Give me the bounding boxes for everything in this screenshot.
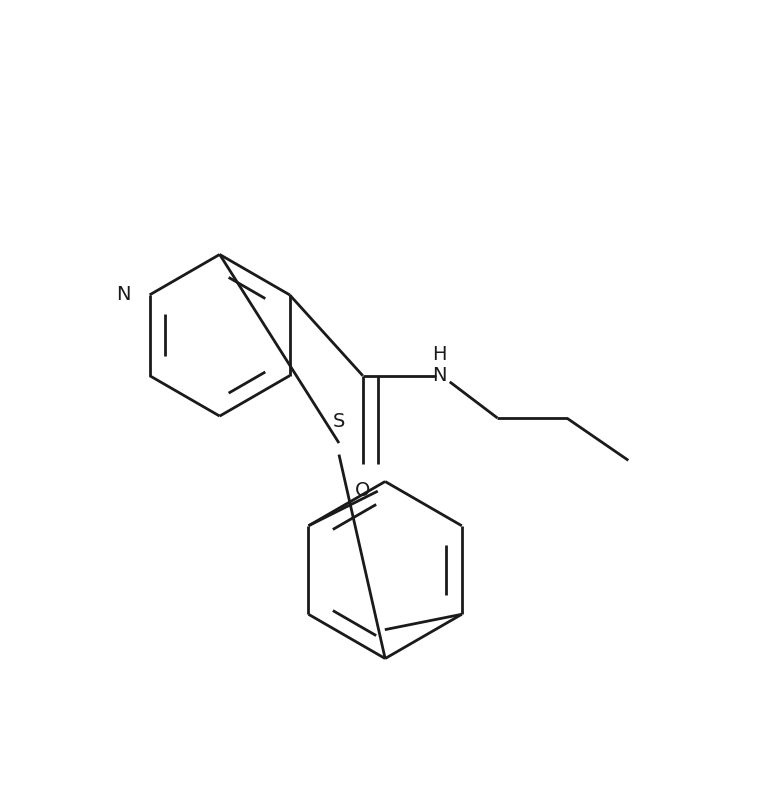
Text: O: O [355,481,370,500]
Text: N: N [116,285,131,304]
Text: S: S [333,413,345,432]
Text: H: H [433,344,447,364]
Text: N: N [433,366,447,385]
